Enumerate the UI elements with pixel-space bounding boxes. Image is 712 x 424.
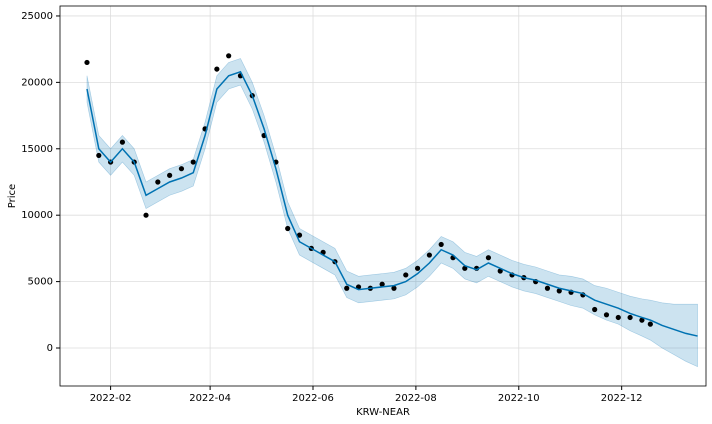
forecast-line	[86, 70, 698, 337]
observed-point	[119, 139, 126, 145]
observed-point	[544, 285, 551, 291]
x-tick-label: 2022-02	[90, 393, 132, 404]
x-tick-label: 2022-04	[189, 393, 231, 404]
observed-point	[403, 272, 409, 278]
observed-point	[627, 314, 633, 321]
observed-point	[226, 53, 232, 59]
observed-point	[603, 312, 610, 318]
observed-point	[647, 321, 653, 327]
y-tick-label: 20000	[21, 77, 53, 88]
observed-point	[485, 255, 492, 261]
observed-point	[167, 172, 173, 178]
observed-point	[391, 285, 397, 291]
observed-point	[426, 252, 432, 258]
uncertainty-band	[86, 58, 698, 368]
observed-point	[379, 281, 385, 287]
observed-point	[155, 179, 161, 185]
x-tick-label: 2022-10	[498, 393, 540, 404]
y-axis-label: Price	[7, 184, 18, 208]
x-tick-label: 2022-12	[601, 393, 643, 404]
y-tick-label: 0	[47, 343, 53, 354]
observed-point	[190, 159, 196, 165]
observed-point	[143, 212, 149, 218]
y-tick-label: 5000	[28, 277, 53, 288]
y-tick-label: 10000	[21, 210, 53, 221]
x-tick-label: 2022-06	[292, 393, 334, 404]
x-tick-label: 2022-08	[395, 393, 437, 404]
observed-point	[438, 241, 444, 248]
plot-frame	[59, 5, 707, 387]
observed-point	[414, 265, 421, 271]
observed-point	[96, 152, 102, 159]
y-tick-label: 25000	[21, 11, 53, 22]
observed-point	[296, 232, 303, 238]
x-axis-label: KRW-NEAR	[356, 407, 410, 418]
observed-point	[84, 59, 90, 66]
observed-point	[556, 288, 562, 294]
observed-point	[214, 66, 220, 72]
observed-point	[462, 265, 468, 271]
observed-point	[615, 314, 621, 321]
observed-point	[344, 285, 350, 291]
observed-point	[178, 166, 185, 172]
observed-point	[639, 317, 645, 323]
observed-point	[592, 306, 598, 313]
y-tick-label: 15000	[21, 144, 53, 155]
observed-point	[285, 225, 291, 232]
